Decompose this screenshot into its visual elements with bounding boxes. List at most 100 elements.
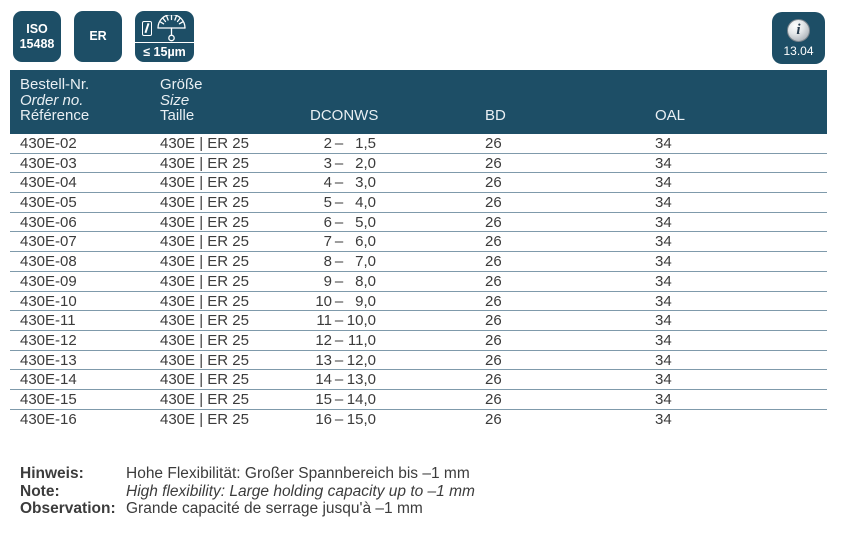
dconws-from: 6 bbox=[323, 213, 332, 231]
cell-oal: 34 bbox=[655, 292, 672, 310]
table-row: 430E-03 430E | ER 25 3–2,0 26 34 bbox=[10, 154, 827, 174]
cell-dconws: 15–14,0 bbox=[310, 390, 376, 409]
cell-size: 430E | ER 25 bbox=[160, 292, 249, 310]
dconws-from: 3 bbox=[323, 154, 332, 172]
cell-dconws: 8–7,0 bbox=[310, 252, 376, 271]
dconws-from: 10 bbox=[315, 292, 332, 310]
cell-oal: 34 bbox=[655, 154, 672, 172]
dial-gauge-icon bbox=[157, 14, 186, 41]
dconws-to: 6,0 bbox=[355, 233, 376, 251]
dconws-to: 3,0 bbox=[355, 174, 376, 192]
dconws-dash: – bbox=[334, 253, 344, 271]
header-order-no-en: Order no. bbox=[20, 91, 84, 109]
table-row: 430E-06 430E | ER 25 6–5,0 26 34 bbox=[10, 213, 827, 233]
cell-bd: 26 bbox=[485, 331, 502, 349]
note-text-en: High flexibility: Large holding capacity… bbox=[126, 482, 475, 500]
cell-dconws: 14–13,0 bbox=[310, 370, 376, 389]
note-label-fr: Observation: bbox=[20, 500, 116, 518]
cell-size: 430E | ER 25 bbox=[160, 351, 249, 369]
cell-bd: 26 bbox=[485, 312, 502, 330]
dconws-dash: – bbox=[334, 312, 344, 330]
gauge-divider bbox=[135, 42, 194, 43]
cell-oal: 34 bbox=[655, 174, 672, 192]
note-text-fr: Grande capacité de serrage jusqu'à –1 mm bbox=[126, 500, 423, 518]
dconws-from: 5 bbox=[323, 194, 332, 212]
iso-norm-line1: ISO bbox=[26, 21, 48, 36]
dconws-from: 13 bbox=[315, 351, 332, 369]
cell-order-no: 430E-06 bbox=[20, 213, 77, 231]
cell-bd: 26 bbox=[485, 410, 502, 428]
cell-dconws: 10–9,0 bbox=[310, 292, 376, 311]
table-row: 430E-09 430E | ER 25 9–8,0 26 34 bbox=[10, 272, 827, 292]
cell-order-no: 430E-05 bbox=[20, 194, 77, 212]
dconws-to: 4,0 bbox=[355, 194, 376, 212]
info-version: 13.04 bbox=[783, 43, 814, 58]
cell-oal: 34 bbox=[655, 371, 672, 389]
dconws-dash: – bbox=[334, 135, 344, 152]
header-size-de: Größe bbox=[160, 76, 203, 93]
info-icon: i bbox=[787, 18, 810, 42]
cell-bd: 26 bbox=[485, 292, 502, 310]
cell-bd: 26 bbox=[485, 174, 502, 192]
cell-dconws: 16–15,0 bbox=[310, 410, 376, 429]
cell-size: 430E | ER 25 bbox=[160, 331, 249, 349]
table-row: 430E-11 430E | ER 25 11–10,0 26 34 bbox=[10, 311, 827, 331]
dconws-from: 4 bbox=[323, 174, 332, 192]
table-header: Bestell-Nr. Order no. Référence Größe Si… bbox=[10, 70, 827, 134]
cell-oal: 34 bbox=[655, 272, 672, 290]
table-row: 430E-14 430E | ER 25 14–13,0 26 34 bbox=[10, 370, 827, 390]
dconws-dash: – bbox=[334, 331, 344, 349]
cell-dconws: 5–4,0 bbox=[310, 193, 376, 212]
header-order-no: Bestell-Nr. Order no. Référence bbox=[20, 77, 89, 124]
cell-oal: 34 bbox=[655, 331, 672, 349]
table-row: 430E-16 430E | ER 25 16–15,0 26 34 bbox=[10, 410, 827, 430]
cell-oal: 34 bbox=[655, 194, 672, 212]
dconws-from: 2 bbox=[323, 135, 332, 152]
header-bd: BD bbox=[485, 107, 506, 124]
dconws-to: 9,0 bbox=[355, 292, 376, 310]
cell-bd: 26 bbox=[485, 154, 502, 172]
dconws-from: 14 bbox=[315, 371, 332, 389]
table-row: 430E-10 430E | ER 25 10–9,0 26 34 bbox=[10, 292, 827, 312]
cell-order-no: 430E-02 bbox=[20, 135, 77, 152]
table-row: 430E-08 430E | ER 25 8–7,0 26 34 bbox=[10, 252, 827, 272]
cell-dconws: 12–11,0 bbox=[310, 331, 376, 350]
cell-dconws: 3–2,0 bbox=[310, 154, 376, 173]
cell-size: 430E | ER 25 bbox=[160, 233, 249, 251]
cell-oal: 34 bbox=[655, 213, 672, 231]
cell-size: 430E | ER 25 bbox=[160, 390, 249, 408]
dconws-dash: – bbox=[334, 174, 344, 192]
header-size-fr: Taille bbox=[160, 107, 195, 125]
cell-size: 430E | ER 25 bbox=[160, 253, 249, 271]
cell-bd: 26 bbox=[485, 351, 502, 369]
cell-oal: 34 bbox=[655, 253, 672, 271]
dconws-from: 11 bbox=[316, 312, 332, 330]
dconws-to: 2,0 bbox=[355, 154, 376, 172]
dconws-from: 16 bbox=[315, 410, 332, 428]
cell-order-no: 430E-15 bbox=[20, 390, 77, 408]
dconws-from: 8 bbox=[323, 253, 332, 271]
table-body: 430E-02 430E | ER 25 2–1,5 26 34 430E-03… bbox=[10, 134, 827, 429]
cell-dconws: 6–5,0 bbox=[310, 213, 376, 232]
dconws-dash: – bbox=[334, 292, 344, 310]
cell-order-no: 430E-12 bbox=[20, 331, 77, 349]
cell-order-no: 430E-11 bbox=[20, 312, 76, 330]
info-badge[interactable]: i 13.04 bbox=[772, 12, 825, 64]
runout-accuracy-badge: ≤ 15µm bbox=[135, 11, 194, 62]
cell-bd: 26 bbox=[485, 371, 502, 389]
dconws-dash: – bbox=[334, 213, 344, 231]
cell-order-no: 430E-08 bbox=[20, 253, 77, 271]
gauge-graphics bbox=[135, 11, 194, 42]
cell-bd: 26 bbox=[485, 194, 502, 212]
note-line-en: Note: High flexibility: Large holding cap… bbox=[20, 483, 475, 501]
cell-bd: 26 bbox=[485, 213, 502, 231]
dconws-to: 11,0 bbox=[347, 331, 376, 349]
cell-order-no: 430E-13 bbox=[20, 351, 77, 369]
dconws-dash: – bbox=[334, 410, 344, 428]
header-size: Größe Size Taille bbox=[160, 77, 203, 124]
dconws-to: 14,0 bbox=[346, 390, 376, 408]
cell-dconws: 13–12,0 bbox=[310, 351, 376, 370]
cell-size: 430E | ER 25 bbox=[160, 213, 249, 231]
table-row: 430E-12 430E | ER 25 12–11,0 26 34 bbox=[10, 331, 827, 351]
cell-oal: 34 bbox=[655, 410, 672, 428]
